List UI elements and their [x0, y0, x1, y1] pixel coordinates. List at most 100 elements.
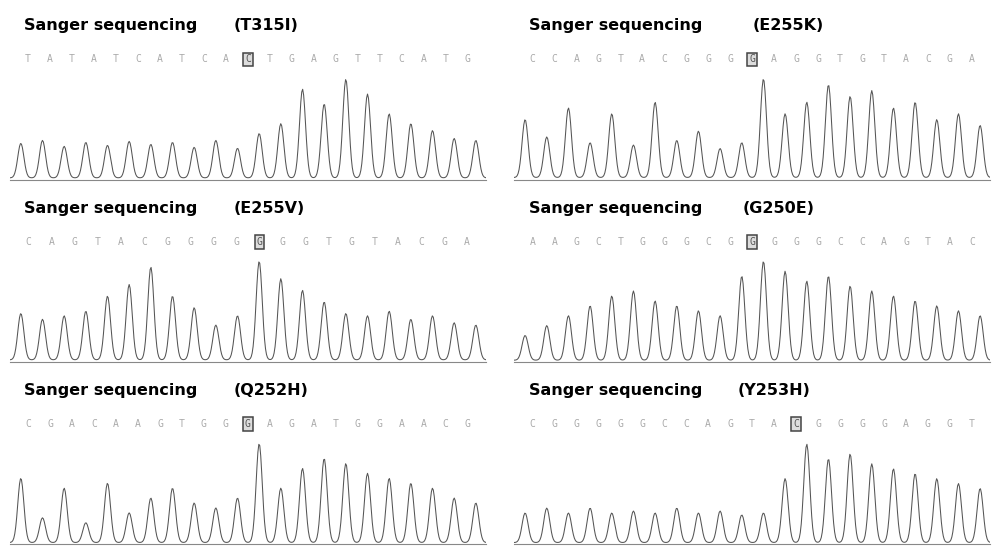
Text: C: C	[595, 237, 601, 247]
Text: T: T	[326, 237, 332, 247]
Text: G: G	[815, 237, 821, 247]
Text: A: A	[464, 237, 470, 247]
Text: G: G	[705, 54, 711, 64]
Text: T: T	[617, 54, 623, 64]
Text: G: G	[289, 419, 295, 429]
Text: A: A	[705, 419, 711, 429]
Text: T: T	[749, 419, 755, 429]
Text: G: G	[639, 237, 645, 247]
Text: A: A	[529, 237, 535, 247]
Text: G: G	[947, 54, 953, 64]
Text: G: G	[187, 237, 193, 247]
Text: A: A	[311, 54, 317, 64]
Text: (E255K): (E255K)	[752, 18, 823, 34]
Text: A: A	[947, 237, 953, 247]
Text: C: C	[551, 54, 557, 64]
Text: G: G	[256, 237, 262, 247]
Text: G: G	[465, 54, 471, 64]
Text: G: G	[617, 419, 623, 429]
Text: T: T	[179, 419, 185, 429]
Text: G: G	[465, 419, 471, 429]
Text: Sanger sequencing: Sanger sequencing	[24, 383, 198, 398]
Text: C: C	[859, 237, 865, 247]
Text: G: G	[771, 237, 777, 247]
Text: G: G	[233, 237, 239, 247]
Text: C: C	[925, 54, 931, 64]
Text: G: G	[303, 237, 308, 247]
Text: G: G	[210, 237, 216, 247]
Text: T: T	[443, 54, 449, 64]
Text: A: A	[421, 419, 427, 429]
Text: A: A	[771, 54, 777, 64]
Text: A: A	[267, 419, 273, 429]
Text: G: G	[749, 237, 755, 247]
Text: A: A	[223, 54, 229, 64]
Text: A: A	[421, 54, 427, 64]
Text: Sanger sequencing: Sanger sequencing	[529, 201, 702, 216]
Text: T: T	[925, 237, 931, 247]
Text: G: G	[727, 237, 733, 247]
Text: T: T	[267, 54, 273, 64]
Text: A: A	[113, 419, 119, 429]
Text: C: C	[201, 54, 207, 64]
Text: C: C	[418, 237, 424, 247]
Text: G: G	[859, 54, 865, 64]
Text: T: T	[377, 54, 383, 64]
Text: A: A	[118, 237, 124, 247]
Text: Sanger sequencing: Sanger sequencing	[24, 201, 198, 216]
Text: C: C	[26, 237, 32, 247]
Text: G: G	[333, 54, 339, 64]
Text: A: A	[771, 419, 777, 429]
Text: C: C	[705, 237, 711, 247]
Text: A: A	[399, 419, 405, 429]
Text: G: G	[573, 419, 579, 429]
Text: C: C	[661, 54, 667, 64]
Text: T: T	[969, 419, 975, 429]
Text: A: A	[903, 419, 909, 429]
Text: G: G	[349, 237, 355, 247]
Text: T: T	[179, 54, 185, 64]
Text: C: C	[683, 419, 689, 429]
Text: C: C	[91, 419, 97, 429]
Text: G: G	[639, 419, 645, 429]
Text: C: C	[793, 419, 799, 429]
Text: G: G	[903, 237, 909, 247]
Text: C: C	[245, 54, 251, 64]
Text: A: A	[135, 419, 141, 429]
Text: A: A	[969, 54, 975, 64]
Text: G: G	[815, 54, 821, 64]
Text: A: A	[311, 419, 317, 429]
Text: G: G	[859, 419, 865, 429]
Text: T: T	[25, 54, 31, 64]
Text: G: G	[157, 419, 163, 429]
Text: A: A	[573, 54, 579, 64]
Text: G: G	[881, 419, 887, 429]
Text: G: G	[815, 419, 821, 429]
Text: G: G	[749, 54, 755, 64]
Text: A: A	[881, 237, 887, 247]
Text: G: G	[793, 54, 799, 64]
Text: G: G	[441, 237, 447, 247]
Text: G: G	[595, 419, 601, 429]
Text: G: G	[377, 419, 383, 429]
Text: A: A	[91, 54, 97, 64]
Text: T: T	[355, 54, 361, 64]
Text: (Y253H): (Y253H)	[738, 383, 811, 398]
Text: G: G	[595, 54, 601, 64]
Text: G: G	[683, 54, 689, 64]
Text: G: G	[573, 237, 579, 247]
Text: G: G	[551, 419, 557, 429]
Text: G: G	[289, 54, 295, 64]
Text: G: G	[727, 419, 733, 429]
Text: C: C	[529, 419, 535, 429]
Text: T: T	[837, 54, 843, 64]
Text: T: T	[881, 54, 887, 64]
Text: C: C	[837, 237, 843, 247]
Text: C: C	[969, 237, 975, 247]
Text: C: C	[25, 419, 31, 429]
Text: T: T	[69, 54, 75, 64]
Text: C: C	[135, 54, 141, 64]
Text: Sanger sequencing: Sanger sequencing	[529, 18, 702, 34]
Text: A: A	[639, 54, 645, 64]
Text: Sanger sequencing: Sanger sequencing	[529, 383, 702, 398]
